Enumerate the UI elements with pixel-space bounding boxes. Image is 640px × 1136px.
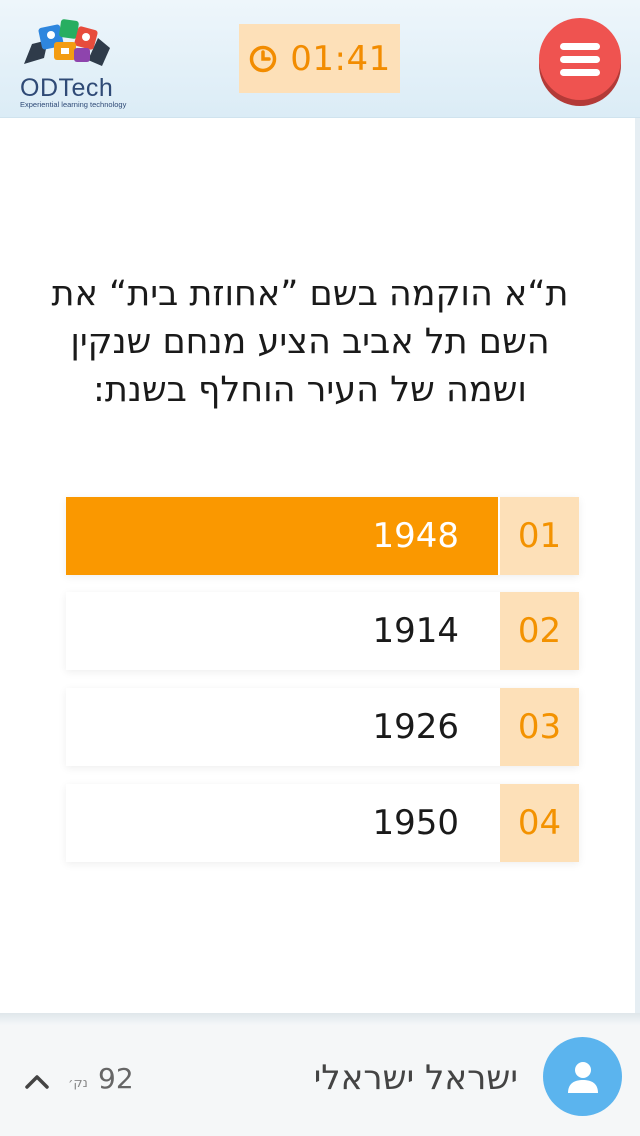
- clock-icon: [250, 45, 277, 72]
- odtech-logo: ODTech Experiential learning technology: [18, 18, 126, 109]
- user-name: ישראל ישראלי: [313, 1058, 518, 1098]
- answer-option-3[interactable]: 1926 03: [66, 688, 579, 766]
- answer-value: 1948: [372, 516, 459, 556]
- answer-option-2[interactable]: 1914 02: [66, 592, 579, 670]
- user-icon: [567, 1061, 598, 1093]
- timer-value: 01:41: [290, 38, 391, 79]
- answer-number: 02: [498, 592, 579, 670]
- logo-graphic: [24, 19, 110, 66]
- app-header: ODTech Experiential learning technology …: [0, 0, 640, 118]
- hamburger-bar: [560, 68, 600, 76]
- answer-value: 1950: [372, 803, 459, 843]
- answer-number: 01: [498, 497, 579, 575]
- menu-button[interactable]: [539, 18, 621, 100]
- answer-value: 1914: [372, 611, 459, 651]
- hamburger-icon: [560, 42, 600, 50]
- footer-divider: [0, 1013, 640, 1025]
- logo-text: ODTech: [20, 74, 114, 102]
- hamburger-bar: [560, 55, 600, 63]
- question-text: ת“א הוקמה בשם ”אחוזת בית“ את השם תל אביב…: [51, 274, 569, 410]
- countdown-timer: 01:41: [239, 24, 400, 93]
- points-unit: נק׳: [68, 1076, 88, 1091]
- points-value: 92: [98, 1062, 134, 1095]
- answer-option-1[interactable]: 1948 01: [66, 497, 579, 575]
- answer-number: 03: [498, 688, 579, 766]
- answer-number: 04: [498, 784, 579, 862]
- answer-value: 1926: [372, 707, 459, 747]
- logo-subtitle: Experiential learning technology: [20, 100, 127, 109]
- scroll-edge: [635, 118, 640, 1013]
- chevron-up-icon[interactable]: [22, 1070, 52, 1092]
- user-avatar[interactable]: [543, 1037, 622, 1116]
- user-footer: [0, 1025, 640, 1136]
- answer-option-4[interactable]: 1950 04: [66, 784, 579, 862]
